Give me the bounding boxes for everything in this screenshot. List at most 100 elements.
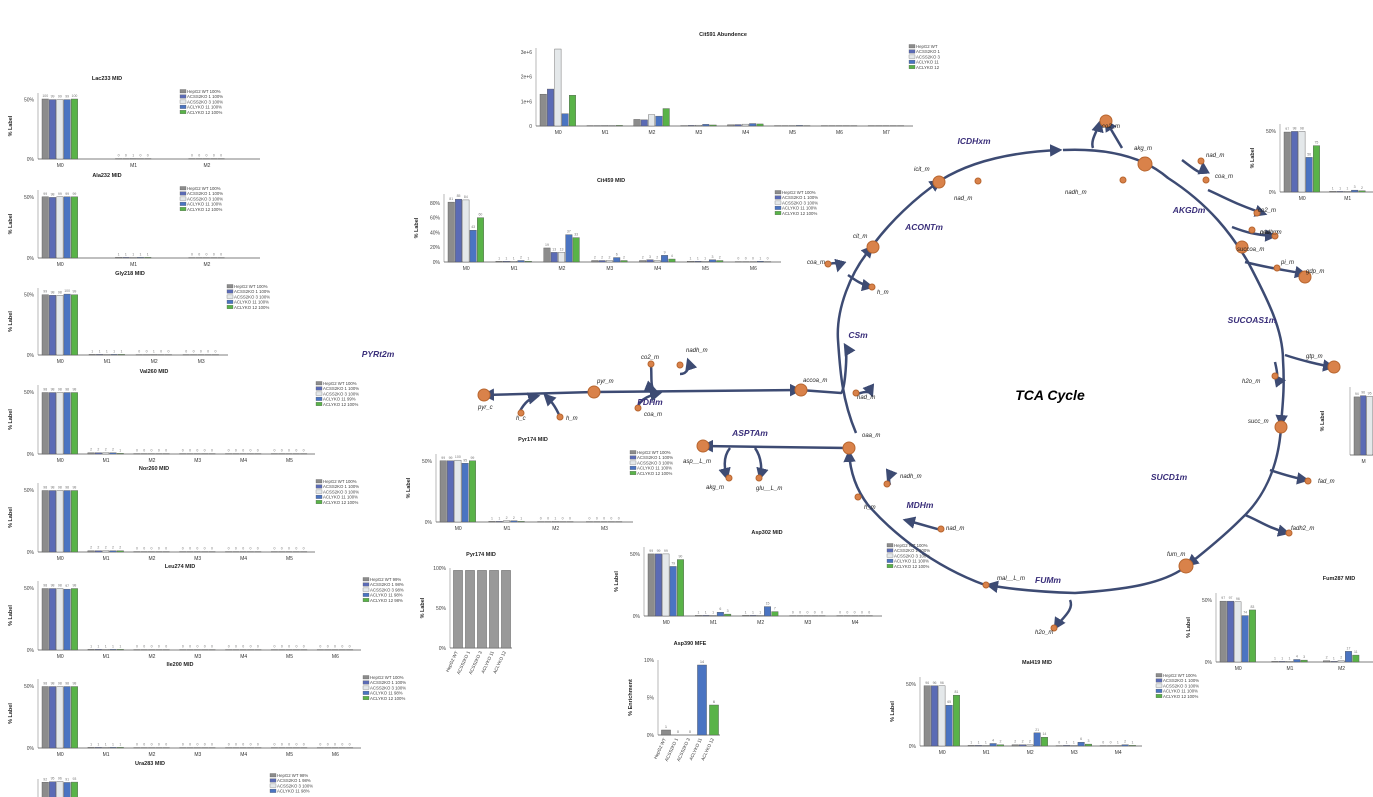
metabolite-circle — [1178, 558, 1194, 574]
data-label: 3 — [711, 255, 713, 259]
data-label: 0 — [182, 743, 184, 747]
chart-bar — [56, 781, 64, 797]
chart-bar — [488, 521, 496, 523]
x-tick-label: M3 — [194, 556, 201, 562]
data-label: 98 — [65, 388, 69, 392]
legend-swatch — [629, 450, 637, 455]
metabolite-label: accoa_m — [803, 378, 827, 384]
y-tick-label: 50% — [24, 390, 35, 396]
legend-label: ACSS2KO 1 98% — [370, 582, 404, 587]
y-axis-label: % Label — [8, 213, 14, 234]
data-label: 1 — [106, 349, 108, 353]
legend-swatch — [1155, 694, 1163, 698]
metabolite-label: asp__L_m — [683, 459, 711, 465]
chart-bar — [550, 252, 558, 263]
data-label: 0 — [189, 645, 191, 649]
data-label: 98 — [1300, 126, 1304, 130]
legend-swatch — [629, 471, 637, 475]
data-label: 99 — [72, 192, 76, 196]
data-label: 1 — [1339, 186, 1341, 190]
chart-bar — [41, 196, 49, 259]
data-label: 1 — [1117, 740, 1119, 744]
chart-bar — [502, 261, 510, 263]
data-label: 0 — [596, 517, 598, 521]
y-tick-label: 0% — [27, 452, 35, 458]
chart-bar — [1283, 131, 1291, 193]
data-label: 1 — [112, 644, 114, 648]
legend-swatch — [269, 788, 277, 793]
y-tick-label: 0 — [529, 124, 532, 130]
data-label: 0 — [540, 517, 542, 521]
chart-bar — [462, 199, 470, 263]
metabolite-circle — [725, 474, 733, 482]
data-label: 3 — [1303, 655, 1305, 659]
y-axis-label: % Label — [1186, 617, 1192, 638]
chart-bar — [1271, 661, 1279, 663]
y-tick-label: 10% — [644, 658, 655, 664]
chart-bar — [1063, 745, 1071, 747]
x-tick-label: M3 — [606, 266, 613, 272]
chart-bar — [41, 782, 49, 797]
data-label: 0 — [165, 645, 167, 649]
data-label: 0 — [821, 611, 823, 615]
data-label: 0 — [147, 154, 149, 158]
data-label: 2 — [608, 256, 610, 260]
legend-label: ACSS2KO 1 100% — [187, 191, 223, 196]
data-label: 0 — [211, 743, 213, 747]
data-label: 81 — [954, 690, 958, 694]
legend-label: HepG2 WT — [916, 44, 938, 49]
data-label: 0 — [242, 743, 244, 747]
data-label: 2 — [97, 546, 99, 550]
chart-title: Asp302 MID — [751, 530, 782, 536]
legend-label: ACLYKO 12 100% — [370, 696, 405, 701]
chart-bar — [1298, 131, 1306, 193]
legend-swatch — [1155, 673, 1163, 678]
data-label: 0 — [151, 449, 153, 453]
chart-bar — [70, 392, 78, 455]
chart-bar — [539, 93, 547, 127]
data-label: 2 — [656, 256, 658, 260]
metabolite-node: nadh_m — [1065, 176, 1127, 196]
y-tick-label: 0% — [27, 256, 35, 262]
y-tick-label: 2e+6 — [521, 75, 532, 81]
y-tick-label: 0% — [27, 746, 35, 752]
data-label: 0 — [242, 449, 244, 453]
legend-swatch — [179, 89, 187, 94]
chart-title: Cit459 MID — [597, 178, 625, 184]
metabolite-circle — [1202, 176, 1210, 184]
data-label: 2 — [1029, 740, 1031, 744]
data-label: 98 — [43, 486, 47, 490]
legend-label: ACLYKO 11 100% — [234, 300, 269, 305]
chart-bar — [771, 611, 779, 617]
legend-swatch — [226, 284, 234, 289]
legend-label: ACLYKO 11 100% — [187, 202, 222, 207]
metabolite-label: co2_m — [1102, 124, 1120, 130]
data-label: 0 — [182, 547, 184, 551]
legend-label: ACLYKO 12 100% — [323, 500, 358, 505]
data-label: 98 — [43, 584, 47, 588]
y-tick-label: 5% — [647, 696, 655, 702]
chart-bar — [709, 704, 719, 736]
metabolite-label: mal__L_m — [997, 576, 1025, 582]
data-label: 0 — [257, 743, 259, 747]
data-label: 0 — [274, 743, 276, 747]
x-tick-label: M4 — [240, 752, 247, 758]
data-label: 96 — [940, 681, 944, 685]
chart-title: Gly218 MID — [115, 271, 145, 277]
data-label: 1 — [491, 516, 493, 520]
data-label: 91 — [65, 777, 69, 781]
chart-bar — [997, 744, 1004, 747]
pathway-arrow — [593, 383, 803, 397]
metabolite-node: h_m — [854, 493, 876, 511]
data-label: 0 — [288, 743, 290, 747]
data-label: 2 — [1014, 740, 1016, 744]
data-label: 0 — [1102, 741, 1104, 745]
legend-label: ACLYKO 11 100% — [782, 206, 817, 211]
x-tick-label: M2 — [558, 266, 565, 272]
chart-bar — [1128, 745, 1136, 747]
x-tick-label: M2 — [203, 163, 210, 169]
